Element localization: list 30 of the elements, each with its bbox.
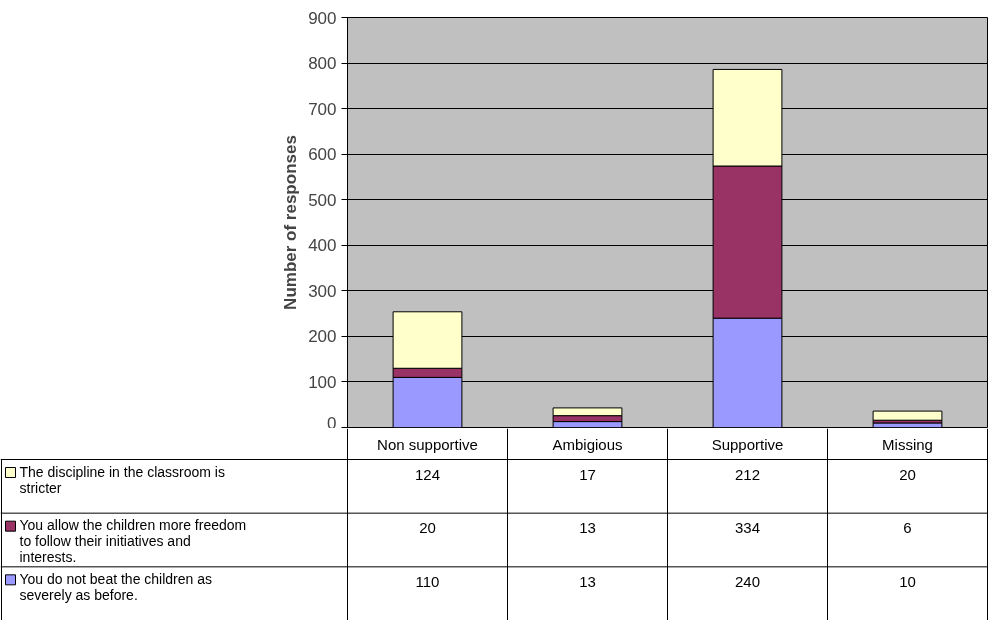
- data-label: 334: [734, 519, 761, 537]
- y-tick-label: 700: [308, 99, 337, 119]
- x-tick-label: Ambigious: [552, 435, 623, 453]
- y-tick-label: 100: [308, 372, 337, 392]
- x-tick-label: Missing: [882, 435, 933, 453]
- legend-label: The discipline in the classroom is stricter: [19, 463, 225, 496]
- data-label: 6: [903, 519, 912, 537]
- data-label: 10: [899, 572, 916, 590]
- x-tick-label: Supportive: [711, 435, 784, 453]
- legend-label: You allow the children more freedom to follow their initiatives and interests.: [19, 517, 247, 566]
- data-label: 20: [419, 519, 436, 537]
- y-tick-label: 300: [308, 281, 337, 301]
- y-tick-label: 400: [308, 236, 337, 256]
- data-label: 13: [579, 572, 596, 590]
- data-label: 17: [579, 465, 596, 483]
- y-axis-title: Number of responses: [281, 135, 301, 310]
- y-tick-label: 900: [308, 8, 337, 28]
- data-label: 20: [899, 465, 916, 483]
- legend-label: You do not beat the children as severely as before.: [19, 570, 213, 603]
- y-tick-label: 200: [308, 327, 337, 347]
- data-label: 240: [734, 572, 761, 590]
- data-label: 13: [579, 519, 596, 537]
- y-tick-label: 500: [308, 190, 337, 210]
- data-label: 110: [415, 572, 440, 590]
- data-label: 212: [734, 465, 761, 483]
- y-tick-label: 0: [327, 413, 337, 433]
- y-tick-label: 600: [308, 145, 337, 165]
- data-label: 124: [414, 465, 441, 483]
- y-tick-label: 800: [308, 54, 337, 74]
- x-tick-label: Non supportive: [377, 435, 478, 453]
